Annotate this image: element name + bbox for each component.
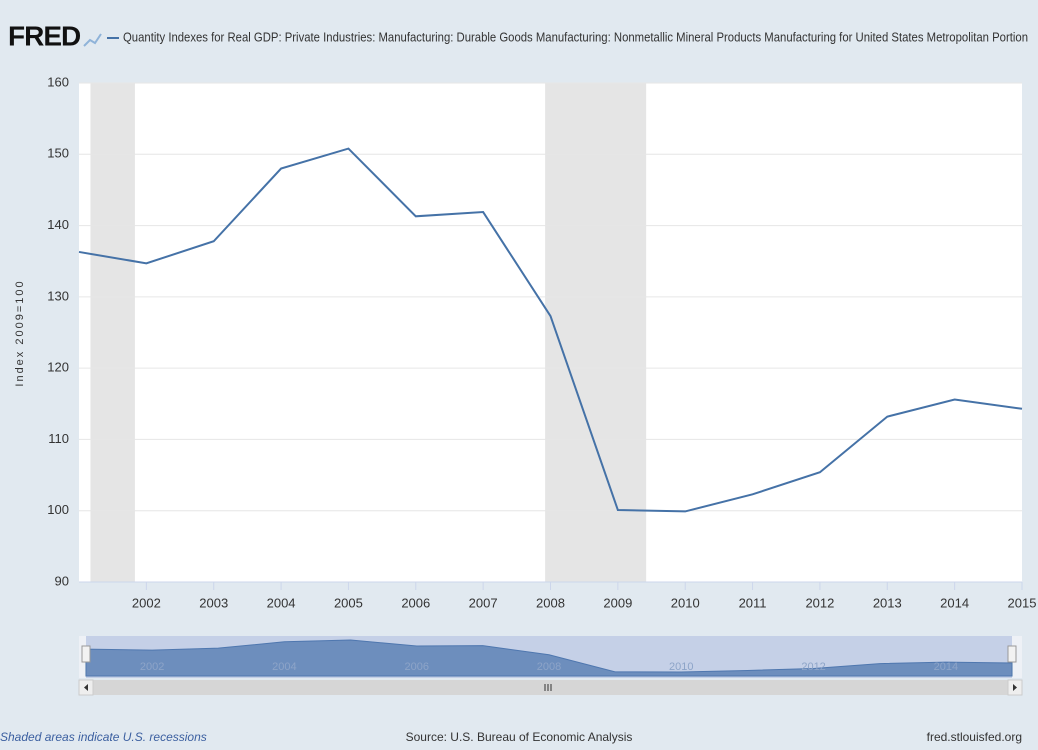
navigator-handle[interactable] — [1007, 645, 1017, 663]
x-tick-label: 2006 — [401, 595, 430, 610]
footer-left: Shaded areas indicate U.S. recessions — [0, 730, 207, 744]
recession-band — [90, 83, 135, 582]
x-tick-label: 2013 — [873, 595, 902, 610]
navigator-handle[interactable] — [81, 645, 91, 663]
y-tick-label: 100 — [47, 502, 69, 517]
navigator-tick-label: 2014 — [934, 661, 958, 673]
navigator-tick-label: 2004 — [272, 661, 296, 673]
y-tick-label: 140 — [47, 217, 69, 232]
scroll-grip — [544, 684, 552, 691]
x-tick-label: 2008 — [536, 595, 565, 610]
x-tick-label: 2011 — [739, 595, 767, 610]
logo-icon — [83, 33, 102, 47]
x-tick-label: 2014 — [940, 595, 969, 610]
y-tick-label: 160 — [47, 74, 69, 89]
x-tick-label: 2009 — [603, 595, 632, 610]
x-tick-label: 2015 — [1008, 595, 1037, 610]
chart-title: Quantity Indexes for Real GDP: Private I… — [123, 29, 1028, 44]
x-tick-label: 2004 — [267, 595, 296, 610]
x-tick-label: 2005 — [334, 595, 363, 610]
x-tick-label: 2010 — [671, 595, 700, 610]
x-tick-label: 2002 — [132, 595, 161, 610]
navigator-tick-label: 2008 — [537, 661, 561, 673]
y-tick-label: 110 — [48, 431, 69, 446]
navigator-tick-label: 2006 — [404, 661, 428, 673]
navigator-tick-label: 2010 — [669, 661, 693, 673]
x-tick-label: 2012 — [805, 595, 834, 610]
x-tick-label: 2007 — [469, 595, 498, 610]
x-tick-label: 2003 — [199, 595, 228, 610]
logo: FRED — [8, 20, 81, 51]
series-line — [78, 147, 1023, 513]
recession-band — [545, 83, 647, 582]
y-tick-label: 90 — [55, 573, 69, 588]
navigator-selection[interactable] — [86, 636, 1012, 678]
navigator-tick-label: 2002 — [140, 661, 164, 673]
y-tick-label: 150 — [47, 146, 69, 161]
footer-center: Source: U.S. Bureau of Economic Analysis — [406, 730, 633, 744]
navigator-series — [85, 639, 1013, 677]
y-tick-label: 120 — [47, 360, 69, 375]
y-tick-label: 130 — [47, 288, 69, 303]
navigator-tick-label: 2012 — [801, 661, 825, 673]
y-axis-label: Index 2009=100 — [14, 279, 26, 386]
footer-right: fred.stlouisfed.org — [927, 730, 1022, 744]
